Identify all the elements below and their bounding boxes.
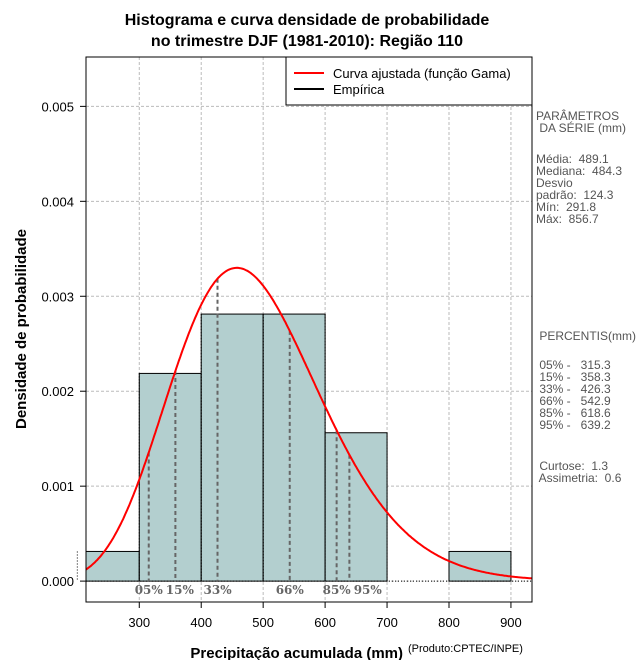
params-title: PARÂMETROS DA SÉRIE (mm) bbox=[536, 109, 627, 135]
credit-label: (Produto:CPTEC/INPE) bbox=[408, 643, 523, 655]
y-tick-label: 0.001 bbox=[41, 479, 74, 494]
params-values: Média: 489.1 Mediana: 484.3 Desvio padrã… bbox=[536, 152, 623, 226]
histogram-bar bbox=[324, 432, 388, 582]
percentile-label: 95% bbox=[354, 583, 383, 597]
y-tick-label: 0.005 bbox=[41, 99, 74, 114]
chart-title: Histograma e curva densidade de probabil… bbox=[125, 12, 490, 29]
histogram-bar bbox=[448, 550, 512, 582]
legend-label: Curva ajustada (função Gama) bbox=[333, 66, 511, 81]
x-tick-label: 400 bbox=[190, 615, 212, 630]
shape-stats: Curtose: 1.3 Assimetria: 0.6 bbox=[538, 459, 622, 485]
histogram-bar bbox=[86, 550, 140, 582]
x-tick-label: 900 bbox=[500, 615, 522, 630]
y-axis-label: Densidade de probabilidade bbox=[13, 229, 30, 429]
gamma-curve bbox=[86, 266, 532, 580]
x-tick-label: 700 bbox=[376, 615, 398, 630]
histogram-bar bbox=[262, 313, 326, 582]
x-tick-label: 300 bbox=[128, 615, 150, 630]
percentis-values: 05% - 315.3 15% - 358.3 33% - 426.3 66% … bbox=[539, 358, 611, 432]
bars bbox=[86, 313, 512, 582]
y-tick-label: 0.003 bbox=[41, 289, 74, 304]
percentile-label: 05% bbox=[135, 583, 164, 597]
percentis-title: PERCENTIS(mm) bbox=[536, 329, 636, 343]
x-tick-label: 800 bbox=[438, 615, 460, 630]
x-tick-label: 600 bbox=[314, 615, 336, 630]
x-axis-label: Precipitação acumulada (mm) bbox=[190, 645, 403, 660]
y-tick-label: 0.004 bbox=[41, 194, 74, 209]
legend-label: Empírica bbox=[333, 82, 385, 97]
chart-subtitle: no trimestre DJF (1981-2010): Região 110 bbox=[151, 33, 463, 50]
y-tick-label: 0.000 bbox=[41, 574, 74, 589]
percentile-label: 15% bbox=[166, 583, 195, 597]
percentile-label: 85% bbox=[323, 583, 352, 597]
percentile-label: 33% bbox=[204, 583, 233, 597]
legend-box bbox=[285, 56, 533, 106]
y-tick-label: 0.002 bbox=[41, 384, 74, 399]
percentile-label: 66% bbox=[276, 583, 305, 597]
histogram-bar bbox=[200, 313, 264, 582]
x-tick-label: 500 bbox=[252, 615, 274, 630]
